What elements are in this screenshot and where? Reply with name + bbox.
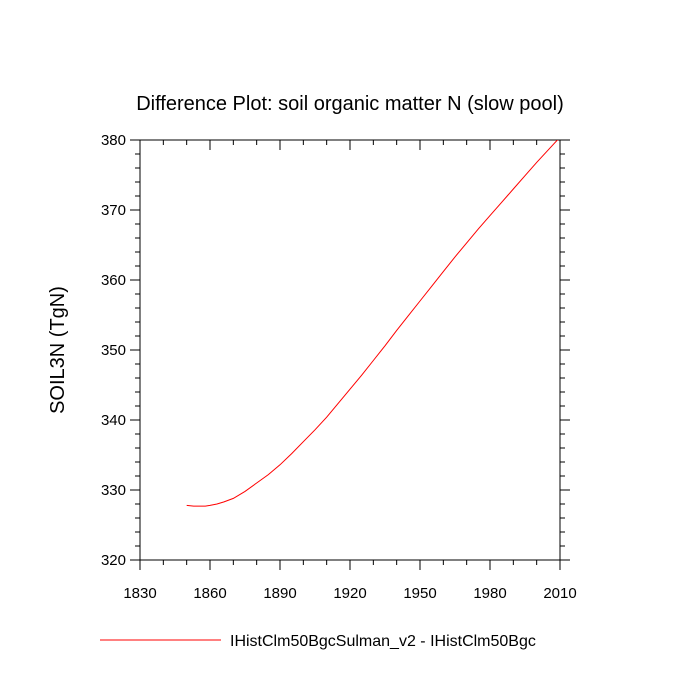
- series-line: [186, 140, 559, 507]
- x-tick-label: 1890: [263, 585, 296, 602]
- x-tick-label: 1860: [193, 585, 226, 602]
- y-tick-label: 350: [101, 342, 126, 359]
- x-tick-label: 1920: [333, 585, 366, 602]
- y-tick-label: 340: [101, 412, 126, 429]
- y-tick-label: 320: [101, 552, 126, 569]
- axis-ticks: [130, 139, 570, 570]
- y-axis-label: SOIL3N (TgN): [47, 286, 69, 414]
- x-tick-label: 2010: [543, 585, 576, 602]
- y-tick-label: 330: [101, 482, 126, 499]
- legend: IHistClm50BgcSulman_v2 - IHistClm50Bgc: [100, 633, 536, 650]
- series-group: [186, 140, 559, 507]
- x-tick-label: 1980: [473, 585, 506, 602]
- x-tick-label: 1830: [123, 585, 156, 602]
- legend-label: IHistClm50BgcSulman_v2 - IHistClm50Bgc: [230, 633, 536, 650]
- y-tick-label: 370: [101, 202, 126, 219]
- chart-title: Difference Plot: soil organic matter N (…: [136, 93, 564, 115]
- x-tick-label: 1950: [403, 585, 436, 602]
- y-tick-label: 380: [101, 132, 126, 149]
- y-tick-label: 360: [101, 272, 126, 289]
- plot-frame: [139, 139, 561, 561]
- axis-tick-labels: 1830 1860 1890 1920 1950 1980 2010 320 330 340 350…: [101, 132, 577, 602]
